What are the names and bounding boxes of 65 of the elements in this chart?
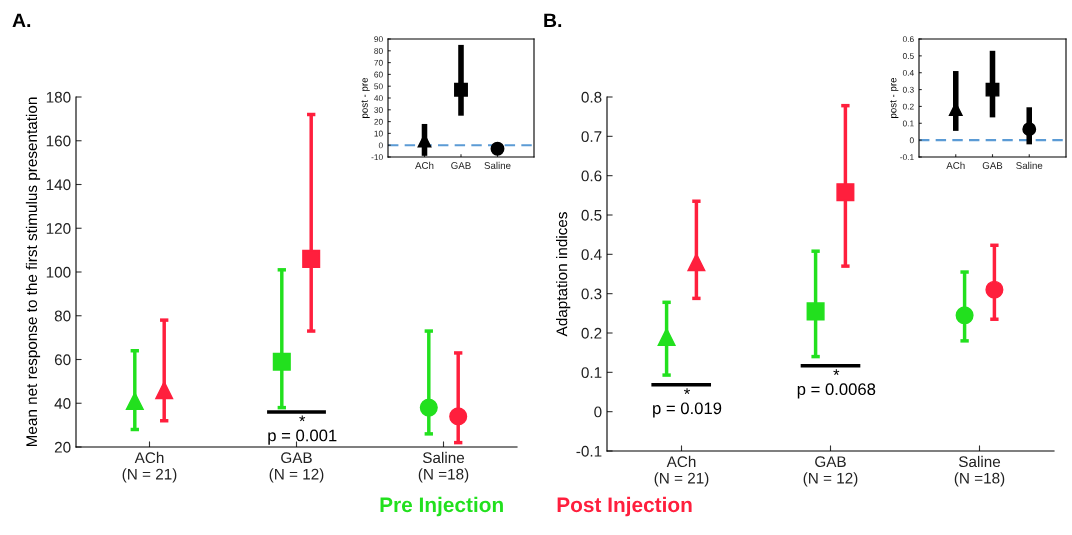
y-tick-label: 0.1 — [902, 120, 914, 127]
chart-title: A. — [12, 13, 31, 28]
y-tick-label: 30 — [374, 107, 383, 113]
y-tick-label: 80 — [54, 310, 71, 322]
y-tick-label: 0.8 — [581, 91, 602, 103]
x-tick-label: Saline — [1016, 161, 1043, 169]
y-tick-label: 0.4 — [902, 69, 914, 76]
y-tick-label: -0.1 — [576, 445, 602, 457]
y-tick-label: 20 — [374, 118, 383, 125]
x-tick-label: Saline (N =18) — [418, 451, 469, 483]
y-tick-label: 40 — [54, 398, 71, 409]
y-tick-label: 70 — [374, 59, 383, 66]
x-tick-label: ACh (N = 21) — [122, 451, 177, 483]
y-axis-title: post - pre — [361, 77, 370, 118]
y-tick-label: 0.5 — [581, 209, 602, 221]
y-tick-label: 80 — [374, 48, 383, 54]
point — [454, 82, 468, 97]
x-tick-label: ACh — [946, 161, 965, 169]
y-tick-label: 0.6 — [902, 36, 914, 43]
y-tick-label: -10 — [371, 154, 383, 161]
y-tick-label: 0.6 — [581, 170, 602, 182]
y-tick-label: 0.2 — [581, 327, 602, 339]
text: Post Injection — [557, 496, 692, 517]
y-tick-label: 20 — [54, 441, 71, 453]
point — [1022, 122, 1037, 137]
x-tick-label: GAB — [982, 162, 1003, 169]
x-tick-label: Saline — [484, 161, 511, 169]
y-tick-label: 0.5 — [902, 53, 914, 59]
y-axis-title: post - pre — [890, 77, 899, 118]
point — [985, 82, 1000, 97]
y-tick-label: 140 — [46, 179, 71, 191]
y-tick-label: -0.1 — [900, 154, 914, 161]
x-tick-label: Saline (N =18) — [954, 455, 1005, 487]
y-tick-label: 100 — [46, 266, 71, 278]
y-tick-label: 90 — [374, 36, 383, 43]
y-tick-label: 50 — [374, 83, 383, 90]
annotation: * p = 0.001 — [268, 415, 337, 445]
y-tick-label: 120 — [46, 223, 71, 234]
y-tick-label: 40 — [374, 95, 383, 102]
y-axis-title: Mean net response to the first stimulus presentation — [25, 97, 41, 447]
y-tick-label: 0.3 — [581, 288, 602, 300]
x-tick-label: GAB — [451, 162, 471, 169]
text: Pre Injection — [380, 496, 503, 517]
annotation: * p = 0.0068 — [797, 369, 876, 399]
x-tick-label: ACh — [415, 161, 434, 169]
y-tick-label: 160 — [46, 135, 71, 147]
y-tick-label: 60 — [374, 71, 383, 78]
y-tick-label: 0.1 — [581, 367, 602, 379]
y-tick-label: 60 — [54, 354, 71, 366]
point — [490, 141, 505, 156]
annotation: * p = 0.019 — [653, 388, 722, 418]
x-tick-label: GAB (N = 12) — [803, 456, 858, 487]
x-tick-label: GAB (N = 12) — [269, 452, 324, 483]
x-tick-label: ACh (N = 21) — [654, 455, 709, 487]
y-axis-title: Adaptation indices — [556, 212, 571, 337]
chart-title: B. — [544, 13, 562, 28]
y-tick-label: 0.7 — [581, 131, 602, 143]
y-tick-label: 0.2 — [902, 103, 914, 110]
y-tick-label: 0 — [378, 142, 383, 149]
y-tick-label: 0.4 — [581, 249, 602, 261]
y-tick-label: 0 — [594, 406, 602, 418]
y-tick-label: 10 — [374, 130, 383, 137]
y-tick-label: 0 — [909, 137, 914, 144]
y-tick-label: 0.3 — [902, 86, 914, 93]
y-tick-label: 180 — [46, 91, 71, 103]
